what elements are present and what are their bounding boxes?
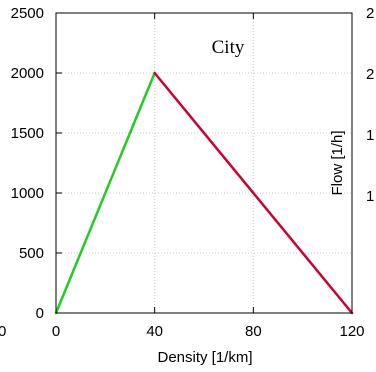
x-tick-label: 0: [52, 323, 60, 340]
series-line-1: [56, 73, 155, 313]
plot-frame: [56, 13, 352, 313]
y-tick-label: 2500: [11, 5, 44, 22]
y-axis-title: Flow [1/h]: [329, 130, 346, 195]
y-tick-label: 1000: [11, 185, 44, 202]
right-axis-tick-label: 1: [366, 127, 374, 144]
cropped-left-tick-label: 0: [0, 323, 6, 340]
x-tick-label: 120: [339, 323, 364, 340]
right-axis-tick-label: 2: [366, 5, 374, 22]
y-tick-label: 2000: [11, 65, 44, 82]
y-tick-label: 0: [36, 305, 44, 322]
right-axis-tick-label: 2: [366, 66, 374, 83]
x-axis-title: Density [1/km]: [157, 349, 252, 366]
x-tick-label: 40: [146, 323, 163, 340]
grid: [56, 13, 352, 313]
x-tick-label: 80: [245, 323, 262, 340]
right-axis-tick-label: 1: [366, 188, 374, 205]
y-tick-label: 1500: [11, 125, 44, 142]
y-tick-label: 500: [19, 245, 44, 262]
chart-title: City: [212, 37, 245, 58]
